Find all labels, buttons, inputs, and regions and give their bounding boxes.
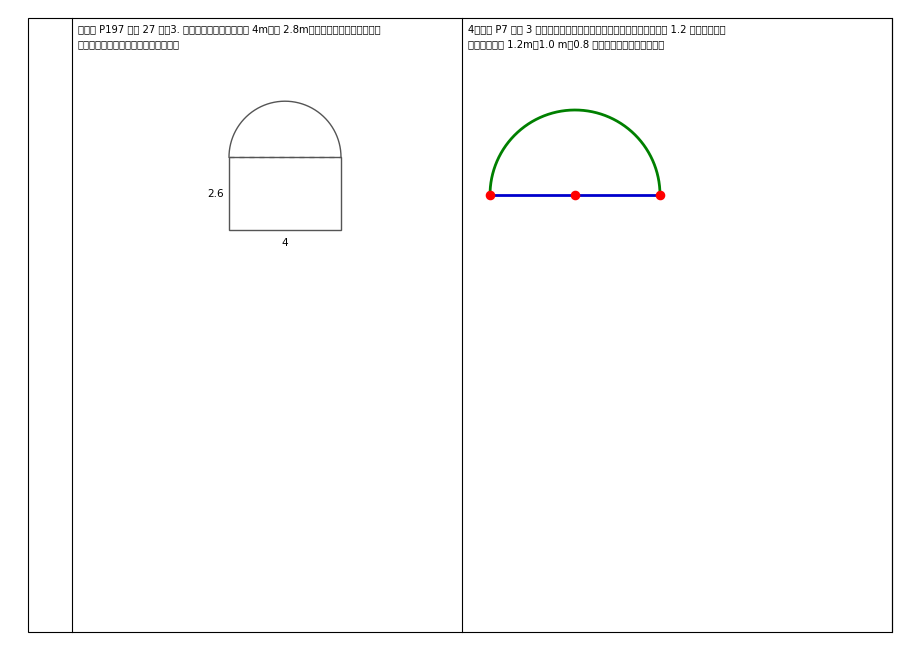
- Text: （课本 P197 页第 27 题）3. 一辆卡车装满货物后，高 4m，宽 2.8m，这辆卡车能通过横截面如: （课本 P197 页第 27 题）3. 一辆卡车装满货物后，高 4m，宽 2.8…: [78, 24, 380, 34]
- Text: 宽、高分别是 1.2m、1.0 m、0.8 米的箱子能放进储藏室吗？: 宽、高分别是 1.2m、1.0 m、0.8 米的箱子能放进储藏室吗？: [468, 39, 664, 49]
- Point: [652, 190, 666, 200]
- Point: [482, 190, 497, 200]
- Text: 图所示（上方是一个半圆）的隧道吗？: 图所示（上方是一个半圆）的隧道吗？: [78, 39, 180, 49]
- Text: 4（课本 P7 页第 3 题）。如图某储藏室入口是一个半圆形，其半径为 1.2 米，一个长、: 4（课本 P7 页第 3 题）。如图某储藏室入口是一个半圆形，其半径为 1.2 …: [468, 24, 725, 34]
- Bar: [229, 157, 341, 230]
- Point: [567, 190, 582, 200]
- Text: 4: 4: [281, 238, 288, 248]
- Text: 2.6: 2.6: [207, 188, 223, 199]
